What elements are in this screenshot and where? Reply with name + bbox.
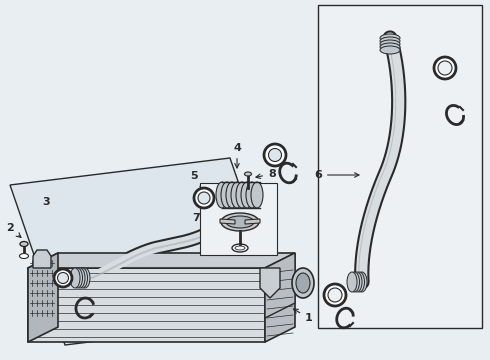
Ellipse shape [292,268,314,298]
Ellipse shape [324,284,346,306]
Polygon shape [28,253,58,342]
Ellipse shape [251,182,263,208]
Ellipse shape [73,268,82,288]
Ellipse shape [354,272,365,292]
Text: 6: 6 [314,170,359,180]
Text: 7: 7 [192,213,211,223]
Ellipse shape [328,288,342,302]
Ellipse shape [236,182,248,208]
Polygon shape [220,219,235,224]
Polygon shape [265,253,295,318]
Ellipse shape [226,182,238,208]
Ellipse shape [226,216,254,228]
Polygon shape [10,158,285,345]
Text: 3: 3 [42,197,49,207]
Ellipse shape [221,213,259,231]
Bar [318,5,482,328]
Ellipse shape [231,182,243,208]
Ellipse shape [438,61,452,75]
Ellipse shape [434,57,456,79]
Text: 4: 4 [233,143,241,168]
Ellipse shape [20,253,28,258]
Polygon shape [265,253,295,342]
Ellipse shape [352,272,362,292]
Ellipse shape [296,273,310,293]
Text: 1: 1 [294,309,313,323]
Ellipse shape [221,182,233,208]
Ellipse shape [269,149,281,162]
Ellipse shape [380,37,400,45]
Ellipse shape [194,188,214,208]
Ellipse shape [380,46,400,54]
Ellipse shape [380,34,400,42]
Ellipse shape [54,269,72,287]
Ellipse shape [80,268,90,288]
Ellipse shape [349,272,360,292]
Polygon shape [245,219,260,224]
Ellipse shape [357,272,367,292]
Ellipse shape [241,182,253,208]
Ellipse shape [246,182,258,208]
Ellipse shape [232,244,248,252]
Ellipse shape [216,182,228,208]
Polygon shape [33,250,51,268]
Ellipse shape [347,272,357,292]
Ellipse shape [245,172,251,176]
Ellipse shape [264,144,286,166]
Text: 8: 8 [256,169,276,179]
Ellipse shape [380,40,400,48]
Ellipse shape [75,268,85,288]
Ellipse shape [20,242,28,247]
Ellipse shape [380,43,400,51]
Text: 5: 5 [190,171,203,192]
Ellipse shape [70,268,80,288]
Ellipse shape [235,246,245,250]
Ellipse shape [77,268,88,288]
Bar [200,183,277,255]
Ellipse shape [57,273,69,284]
Text: 2: 2 [6,223,21,237]
Ellipse shape [198,192,210,204]
Polygon shape [28,268,265,342]
Polygon shape [28,253,295,268]
Polygon shape [260,268,280,298]
